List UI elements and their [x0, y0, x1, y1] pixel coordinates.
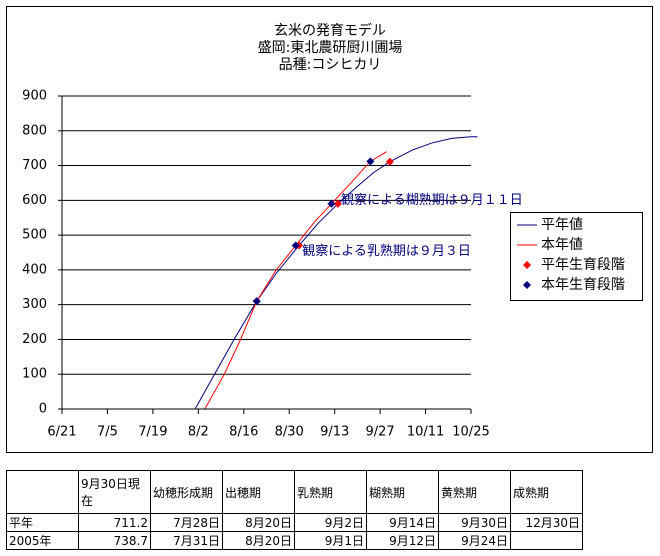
- x-tick-label: 9/13: [320, 425, 349, 440]
- y-tick-label: 200: [22, 332, 47, 347]
- table-row: 2005年 738.7 7月31日 8月20日 9月1日 9月12日 9月24日: [6, 531, 583, 550]
- table-cell: 幼穂形成期: [150, 470, 223, 514]
- y-tick-label: 900: [22, 89, 47, 104]
- annotation: 観察による乳熟期は９月３日: [302, 243, 471, 259]
- x-tick-label: 6/21: [47, 425, 76, 440]
- table-cell: 9月14日: [366, 513, 439, 532]
- table-cell: 乳熟期: [294, 470, 367, 514]
- table-cell: 7月31日: [150, 531, 223, 550]
- stage-marker: [333, 199, 342, 208]
- y-tick-label: 600: [22, 193, 47, 208]
- table-cell: 成熟期: [510, 470, 583, 514]
- series-line: [194, 136, 478, 410]
- x-tick-label: 7/5: [97, 425, 118, 440]
- table-cell: 7月28日: [150, 513, 223, 532]
- table-cell: 9月2日: [294, 513, 367, 532]
- table-cell: 9月30日: [438, 513, 511, 532]
- stage-marker: [252, 297, 261, 306]
- table-cell: 2005年: [6, 531, 79, 550]
- x-tick-label: 8/2: [188, 425, 209, 440]
- table-cell: 9月24日: [438, 531, 511, 550]
- y-tick-label: 400: [22, 262, 47, 277]
- x-tick-label: 8/30: [275, 425, 304, 440]
- x-tick-label: 9/27: [366, 425, 395, 440]
- stage-marker: [366, 157, 375, 166]
- table-cell: 平年: [6, 513, 79, 532]
- table-cell: 糊熟期: [366, 470, 439, 514]
- table-cell: 738.7: [78, 531, 151, 550]
- annotation: 観察による糊熟期は９月１１日: [341, 192, 523, 208]
- y-tick-label: 700: [22, 158, 47, 173]
- x-tick-label: 10/25: [452, 425, 489, 440]
- chart-title: 盛岡:東北農研厨川圃場: [258, 40, 403, 56]
- y-tick-label: 0: [39, 402, 47, 417]
- stage-marker: [291, 241, 300, 250]
- table-cell: 黄熟期: [438, 470, 511, 514]
- stage-marker: [385, 157, 394, 166]
- stage-table: 9月30日現在 幼穂形成期 出穂期 乳熟期 糊熟期 黄熟期 成熟期 平年 711.2 7月28日 8…: [6, 470, 583, 550]
- y-tick-label: 800: [22, 123, 47, 138]
- table-cell: 9月1日: [294, 531, 367, 550]
- table-cell: 8月20日: [222, 531, 295, 550]
- table-cell: 9月12日: [366, 531, 439, 550]
- chart-title: 品種:コシヒカリ: [279, 57, 382, 73]
- chart-title: 玄米の発育モデル: [274, 22, 386, 39]
- y-tick-label: 500: [22, 228, 47, 243]
- legend-marker: [523, 261, 531, 269]
- table-cell: [510, 531, 583, 550]
- header-row: 9月30日現在 幼穂形成期 出穂期 乳熟期 糊熟期 黄熟期 成熟期: [6, 470, 583, 514]
- legend-box: [510, 212, 643, 301]
- x-tick-label: 8/16: [229, 425, 258, 440]
- legend-label: 平年生育段階: [541, 257, 625, 273]
- y-tick-label: 300: [22, 297, 47, 312]
- table-cell: 12月30日: [510, 513, 583, 532]
- table-cell: [6, 470, 79, 514]
- stage-marker: [327, 199, 336, 208]
- table-cell: 711.2: [78, 513, 151, 532]
- table-cell: 9月30日現在: [78, 470, 151, 514]
- legend-marker: [523, 281, 531, 289]
- y-tick-label: 100: [22, 367, 47, 382]
- x-tick-label: 10/11: [407, 425, 444, 440]
- legend-label: 平年値: [541, 217, 583, 233]
- x-tick-label: 7/19: [138, 425, 167, 440]
- table-row: 平年 711.2 7月28日 8月20日 9月2日 9月14日 9月30日 12月30日: [6, 513, 583, 532]
- legend-label: 本年値: [541, 237, 583, 253]
- table-cell: 8月20日: [222, 513, 295, 532]
- legend-label: 本年生育段階: [541, 277, 625, 293]
- table-cell: 出穂期: [222, 470, 295, 514]
